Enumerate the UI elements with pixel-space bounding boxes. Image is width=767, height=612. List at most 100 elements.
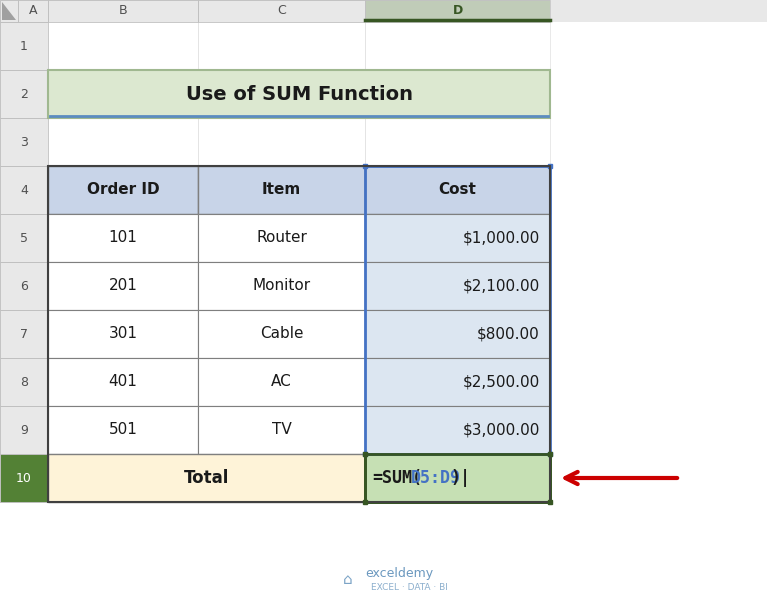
Bar (365, 118, 550, 166)
Bar (198, 214, 365, 262)
Text: $1,000.00: $1,000.00 (463, 231, 540, 245)
Bar (48, 262, 198, 310)
Text: 201: 201 (109, 278, 137, 294)
Bar (363, 164, 367, 168)
Bar (365, 454, 550, 502)
Text: Use of SUM Function: Use of SUM Function (186, 84, 413, 103)
Bar (0, 214, 48, 262)
Bar (0, 0, 18, 22)
Text: 501: 501 (109, 422, 137, 438)
Bar (0, 358, 48, 406)
Bar (198, 262, 365, 310)
Bar (365, 406, 550, 454)
Bar (365, 358, 550, 406)
Bar (365, 214, 550, 262)
Text: 7: 7 (20, 327, 28, 340)
Polygon shape (2, 2, 16, 20)
Text: Order ID: Order ID (87, 182, 160, 198)
Bar (0, 214, 48, 262)
Bar (0, 0, 767, 22)
Bar (48, 358, 198, 406)
Bar (48, 70, 550, 118)
Bar (365, 262, 550, 310)
Bar (48, 166, 198, 214)
Text: AC: AC (271, 375, 292, 389)
Bar (48, 0, 198, 22)
Text: 1: 1 (20, 40, 28, 53)
Text: $2,100.00: $2,100.00 (463, 278, 540, 294)
Bar (548, 452, 552, 456)
Bar (548, 452, 552, 456)
Text: 301: 301 (108, 326, 137, 341)
Bar (198, 358, 365, 406)
Bar (0, 358, 48, 406)
Text: EXCEL · DATA · BI: EXCEL · DATA · BI (371, 583, 448, 592)
Bar (0, 310, 48, 358)
Text: ⌂: ⌂ (343, 572, 353, 588)
Bar (0, 118, 48, 166)
Bar (0, 406, 48, 454)
Bar (365, 310, 550, 358)
Text: Total: Total (184, 469, 229, 487)
Text: $800.00: $800.00 (477, 326, 540, 341)
Bar (0, 262, 48, 310)
Bar (48, 214, 198, 262)
Bar (48, 310, 198, 358)
Text: A: A (28, 4, 38, 18)
Text: D: D (453, 4, 463, 18)
Bar (363, 452, 367, 456)
Bar (0, 454, 48, 502)
Text: $3,000.00: $3,000.00 (463, 422, 540, 438)
Bar (365, 0, 550, 22)
Bar (548, 164, 552, 168)
Text: 10: 10 (16, 471, 32, 485)
Bar (0, 70, 48, 118)
Text: 6: 6 (20, 280, 28, 293)
Bar (550, 0, 767, 22)
Text: exceldemy: exceldemy (365, 567, 433, 581)
Bar (363, 452, 367, 456)
Bar (548, 500, 552, 504)
Text: 3: 3 (20, 135, 28, 149)
Text: C: C (277, 4, 286, 18)
Text: 8: 8 (20, 376, 28, 389)
Text: $2,500.00: $2,500.00 (463, 375, 540, 389)
Bar (365, 454, 550, 502)
Bar (0, 70, 48, 118)
Text: )|: )| (450, 469, 470, 487)
Text: B: B (119, 4, 127, 18)
Bar (48, 22, 198, 70)
Bar (48, 166, 550, 502)
Bar (198, 118, 365, 166)
Text: 5: 5 (20, 231, 28, 245)
Bar (0, 166, 48, 214)
Bar (198, 0, 365, 22)
Bar (48, 118, 198, 166)
Text: =SUM(: =SUM( (372, 469, 422, 487)
Text: 9: 9 (20, 424, 28, 436)
Bar (0, 118, 48, 166)
Bar (0, 22, 48, 70)
Bar (198, 0, 365, 22)
Text: TV: TV (272, 422, 291, 438)
Bar (365, 22, 550, 70)
Bar (198, 406, 365, 454)
Bar (0, 262, 48, 310)
Bar (18, 0, 48, 22)
Text: Monitor: Monitor (252, 278, 311, 294)
Bar (0, 310, 48, 358)
Text: Cable: Cable (260, 326, 303, 341)
Bar (363, 500, 367, 504)
Text: Cost: Cost (439, 182, 476, 198)
Text: 2: 2 (20, 88, 28, 100)
Bar (18, 0, 48, 22)
Text: Router: Router (256, 231, 307, 245)
Bar (0, 454, 48, 502)
Text: D5:D9: D5:D9 (411, 469, 461, 487)
Bar (365, 166, 550, 214)
Bar (365, 166, 550, 454)
Bar (198, 310, 365, 358)
Bar (0, 22, 48, 70)
Bar (48, 406, 198, 454)
Bar (365, 0, 550, 22)
